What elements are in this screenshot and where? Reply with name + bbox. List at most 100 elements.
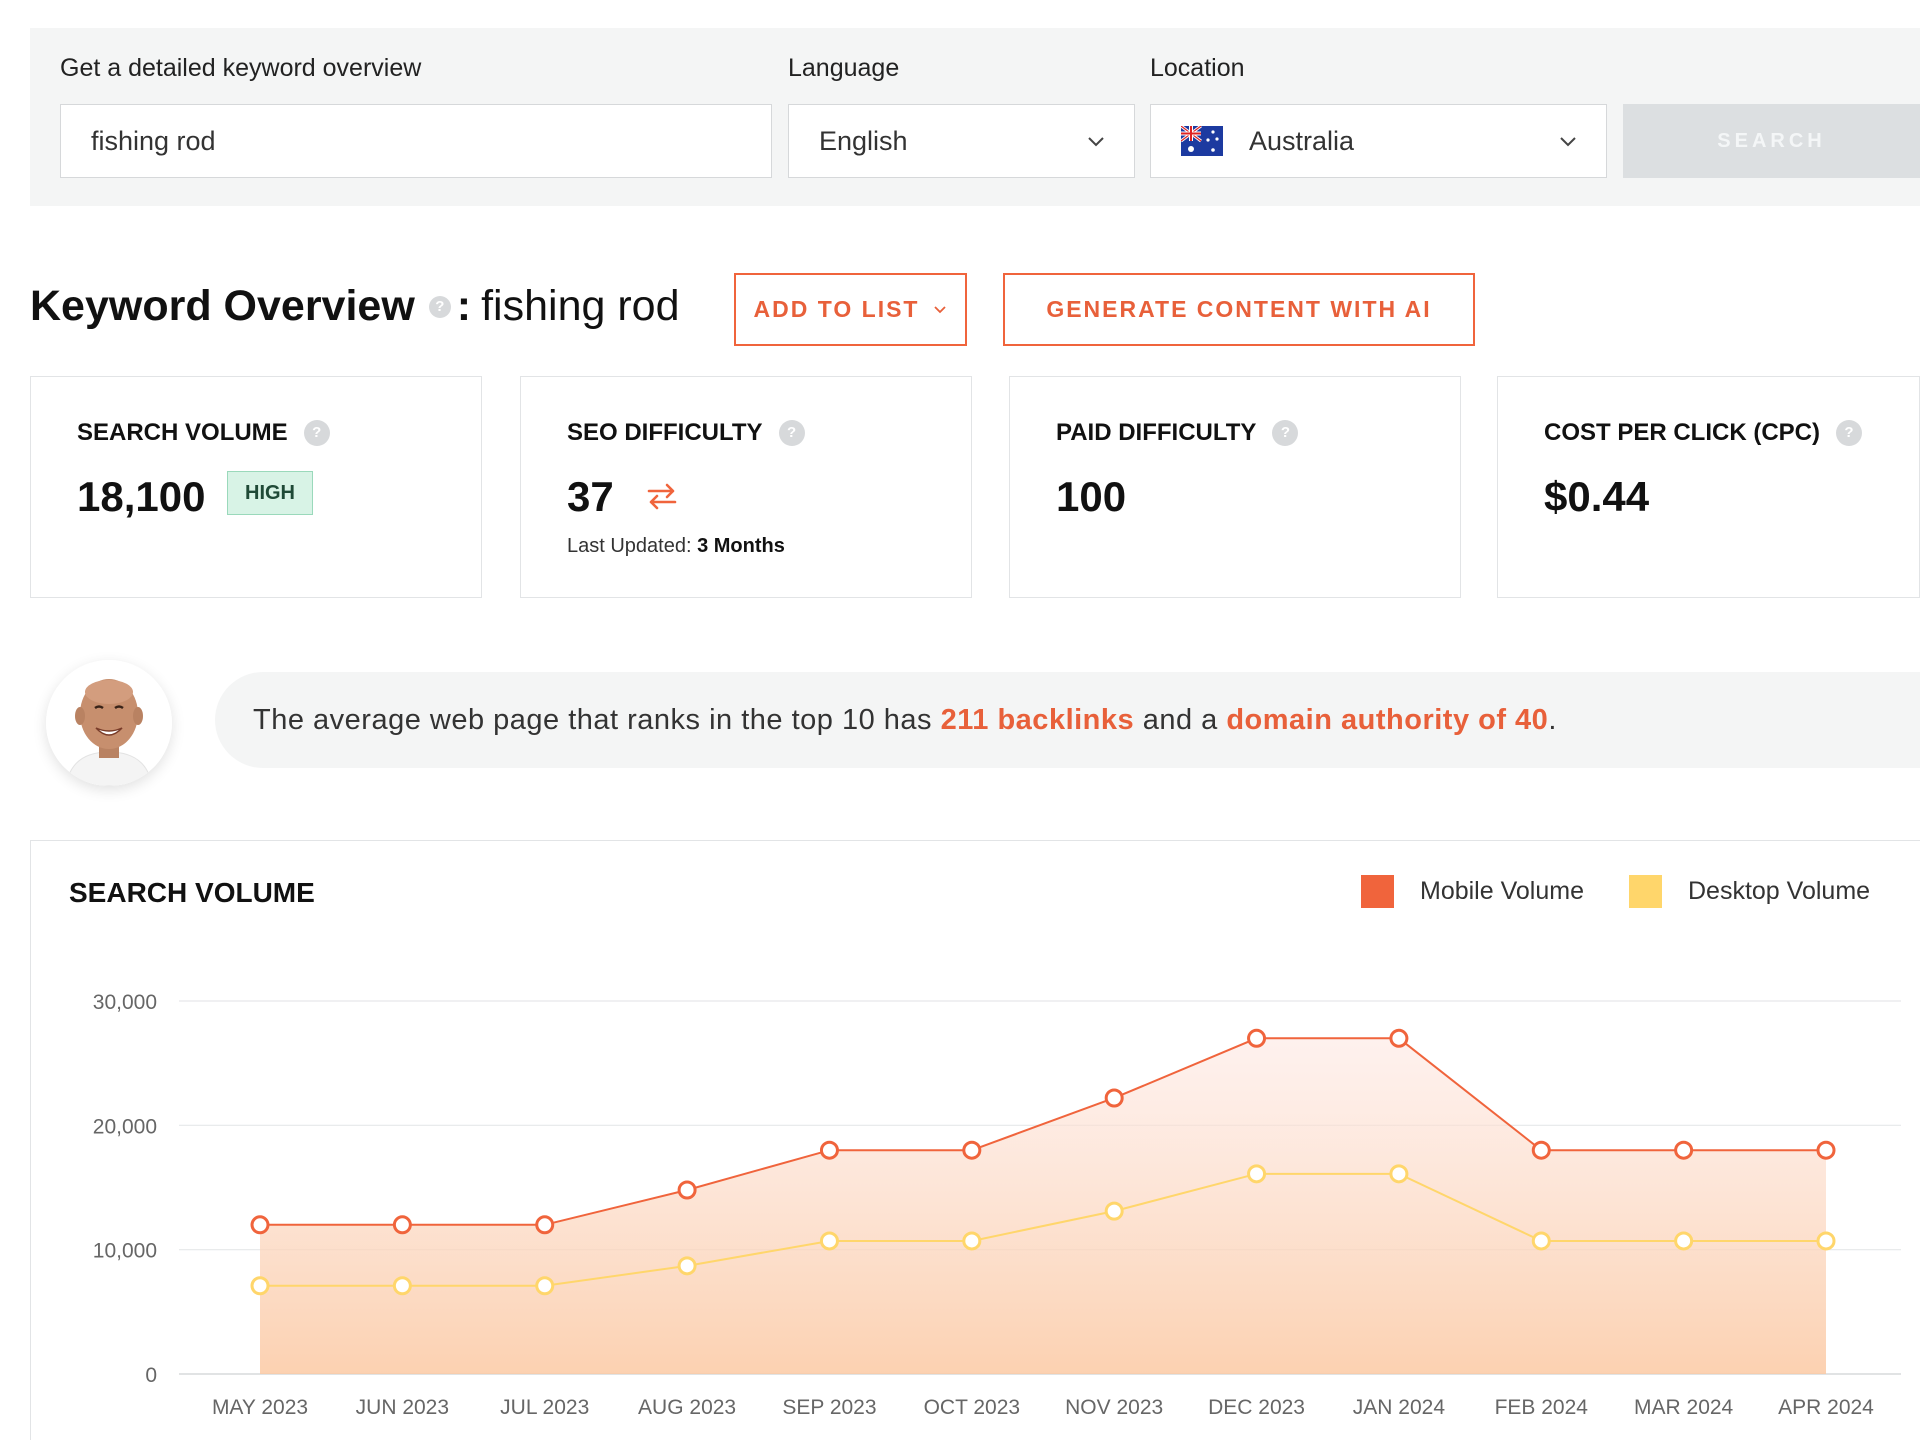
location-select[interactable]: Australia [1150, 104, 1607, 178]
legend-label-desktop: Desktop Volume [1688, 877, 1871, 905]
tip-suffix: . [1548, 703, 1557, 736]
x-tick-label: FEB 2024 [1495, 1396, 1589, 1419]
paid-difficulty-card: PAID DIFFICULTY ? 100 [1009, 376, 1461, 598]
legend-label-mobile: Mobile Volume [1420, 877, 1584, 905]
search-volume-label: SEARCH VOLUME [77, 419, 288, 446]
last-updated-value: 3 Months [697, 535, 785, 557]
title-separator: : [456, 282, 472, 330]
search-volume-value: 18,100 [77, 473, 206, 520]
desktop-volume-line [260, 1172, 1826, 1287]
mobile-volume-point [1247, 1028, 1267, 1048]
search-volume-chart-card: SEARCH VOLUME Mobile Volume Desktop Volu… [30, 840, 1920, 1440]
avatar [46, 660, 172, 786]
mobile-volume-point [392, 1215, 412, 1235]
x-tick-label: JUL 2023 [500, 1396, 589, 1419]
location-field-label: Location [1150, 54, 1245, 82]
x-tick-label: MAR 2024 [1634, 1396, 1734, 1419]
legend-swatch-desktop [1629, 875, 1662, 908]
overview-title-text: Keyword Overview [30, 282, 415, 330]
generate-content-ai-button[interactable]: GENERATE CONTENT WITH AI [1003, 273, 1475, 346]
last-updated-text: Last Updated: 3 Months [567, 535, 785, 558]
add-to-list-button[interactable]: ADD TO LIST [734, 273, 967, 346]
mobile-volume-point [1816, 1140, 1836, 1160]
legend-swatch-mobile [1361, 875, 1394, 908]
x-tick-label: MAY 2023 [212, 1396, 308, 1419]
help-icon[interactable]: ? [303, 420, 330, 446]
y-tick-label: 10,000 [93, 1240, 157, 1263]
seo-difficulty-label: SEO DIFFICULTY [567, 419, 763, 446]
card-title: PAID DIFFICULTY ? [1056, 419, 1304, 447]
legend-item-mobile[interactable]: Mobile Volume [1361, 875, 1584, 908]
x-tick-label: NOV 2023 [1065, 1396, 1163, 1419]
search-volume-card: SEARCH VOLUME ? 18,100 HIGH [30, 376, 482, 598]
x-tick-label: DEC 2023 [1208, 1396, 1305, 1419]
card-title: SEARCH VOLUME ? [77, 419, 336, 447]
x-tick-label: SEP 2023 [782, 1396, 876, 1419]
keyword-input[interactable]: fishing rod [60, 104, 772, 178]
chevron-down-icon [934, 305, 947, 313]
legend-item-desktop[interactable]: Desktop Volume [1629, 875, 1870, 908]
paid-difficulty-label: PAID DIFFICULTY [1056, 419, 1257, 446]
desktop-volume-point [677, 1256, 697, 1276]
help-icon[interactable]: ? [1836, 420, 1862, 446]
desktop-volume-point [819, 1231, 839, 1251]
mobile-volume-point [819, 1140, 839, 1160]
chevron-down-icon [1560, 137, 1576, 147]
desktop-volume-point [392, 1276, 412, 1296]
language-field-label: Language [788, 54, 900, 82]
refresh-icon[interactable] [643, 477, 681, 515]
y-tick-label: 20,000 [93, 1115, 157, 1138]
volume-level-badge: HIGH [227, 471, 313, 515]
mobile-volume-area [260, 1038, 1826, 1374]
desktop-volume-point [962, 1231, 982, 1251]
backlinks-highlight: 211 backlinks [940, 703, 1135, 736]
mobile-volume-line [260, 1037, 1826, 1226]
language-select[interactable]: English [788, 104, 1135, 178]
desktop-volume-point [1816, 1231, 1836, 1251]
mobile-volume-point [1389, 1028, 1409, 1048]
help-icon[interactable]: ? [778, 420, 805, 446]
cpc-value: $0.44 [1544, 473, 1650, 520]
desktop-volume-point [1247, 1164, 1267, 1184]
overview-keyword: fishing rod [481, 282, 680, 330]
paid-difficulty-value: 100 [1056, 473, 1127, 520]
mobile-volume-point [677, 1180, 697, 1200]
location-select-value: Australia [1249, 125, 1355, 156]
x-tick-label: OCT 2023 [924, 1396, 1021, 1419]
card-title: COST PER CLICK (CPC) ? [1544, 419, 1868, 447]
tip-banner: The average web page that ranks in the t… [215, 672, 1920, 768]
x-tick-label: APR 2024 [1778, 1396, 1874, 1419]
chart-title: SEARCH VOLUME [69, 877, 315, 908]
card-title: SEO DIFFICULTY ? [567, 419, 811, 447]
x-tick-label: AUG 2023 [638, 1396, 736, 1419]
desktop-volume-point [250, 1276, 270, 1296]
chevron-down-icon [1088, 137, 1104, 147]
mobile-volume-point [1104, 1088, 1124, 1108]
help-icon[interactable]: ? [428, 295, 451, 318]
search-volume-chart: 0 10,000 20,000 30,000 MAY 2023 JUN 2023 JUL 2… [93, 991, 1901, 1419]
seo-difficulty-card: SEO DIFFICULTY ? 37 Last Updated: 3 Mont… [520, 376, 972, 598]
y-tick-label: 30,000 [93, 991, 157, 1014]
mobile-volume-point [1674, 1140, 1694, 1160]
y-tick-label: 0 [145, 1364, 157, 1387]
cpc-card: COST PER CLICK (CPC) ? $0.44 [1497, 376, 1920, 598]
desktop-volume-point [1674, 1231, 1694, 1251]
search-button[interactable]: SEARCH [1623, 104, 1920, 178]
desktop-volume-point [535, 1276, 555, 1296]
page-title: Keyword Overview ? : fishing rod [30, 282, 680, 331]
keyword-input-value: fishing rod [91, 125, 216, 156]
help-icon[interactable]: ? [1272, 420, 1299, 446]
seo-difficulty-value: 37 [567, 473, 614, 520]
desktop-volume-point [1389, 1164, 1409, 1184]
language-select-value: English [819, 125, 908, 156]
mobile-volume-point [535, 1215, 555, 1235]
person-avatar-icon [46, 660, 172, 786]
keyword-field-label: Get a detailed keyword overview [60, 54, 422, 82]
tip-prefix: The average web page that ranks in the t… [253, 703, 941, 736]
desktop-volume-point [1104, 1201, 1124, 1221]
x-tick-label: JUN 2023 [356, 1396, 449, 1419]
tip-middle: and a [1134, 703, 1227, 736]
x-tick-label: JAN 2024 [1353, 1396, 1446, 1419]
australia-flag-icon [1181, 126, 1223, 156]
last-updated-label: Last Updated: [567, 535, 692, 557]
